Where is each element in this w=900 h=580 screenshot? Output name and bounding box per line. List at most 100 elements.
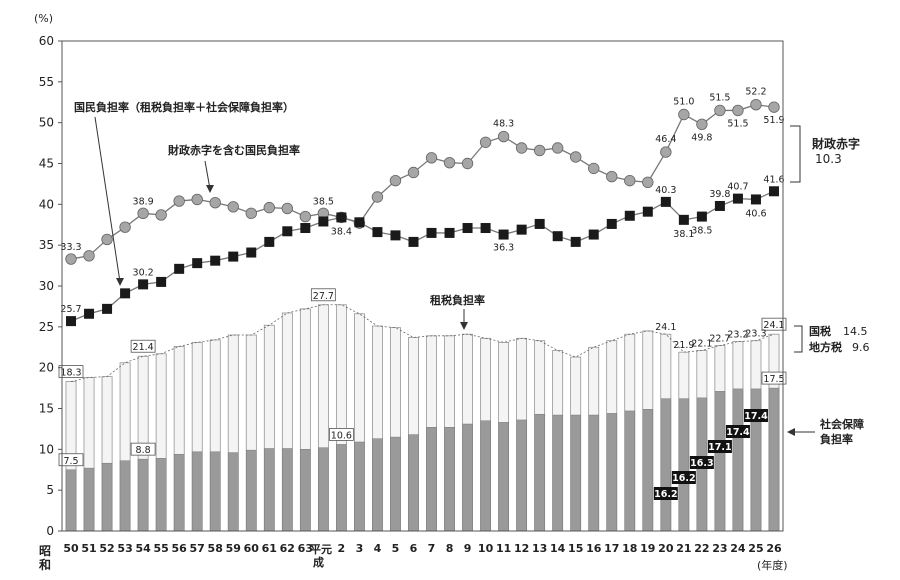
deficit-label: 33.3	[60, 242, 81, 253]
bar-social	[462, 423, 473, 532]
deficit-point	[750, 98, 762, 111]
tax-label: 24.1	[763, 320, 784, 331]
burden-label: 36.3	[493, 243, 514, 254]
burden-point	[156, 276, 167, 287]
deficit-point	[732, 104, 744, 117]
burden-point	[552, 231, 563, 242]
deficit-point	[443, 156, 456, 169]
deficit-point	[263, 201, 275, 214]
tax-label: 21.9	[673, 340, 694, 351]
bar-social	[155, 458, 167, 532]
deficit-point	[209, 196, 221, 209]
bar-social	[480, 420, 491, 532]
era-heisei-2: 成	[313, 555, 324, 569]
deficit-point	[173, 195, 185, 207]
burden-point	[588, 229, 599, 240]
annotation-tax: 租税負担率	[430, 293, 485, 330]
burden-label: 38.5	[691, 226, 712, 237]
deficit-side-label: 財政赤字	[811, 136, 860, 151]
burden-point	[750, 194, 761, 205]
y-tick-label: 50	[39, 116, 54, 130]
tax-label-box	[761, 317, 787, 331]
tax-label-box	[58, 365, 84, 378]
y-tick-label: 30	[39, 279, 54, 293]
deficit-point	[155, 209, 167, 221]
burden-point	[246, 247, 257, 258]
burden-point	[300, 223, 311, 234]
burden-point	[390, 230, 401, 241]
deficit-point	[588, 162, 600, 175]
burden-point	[174, 263, 185, 274]
deficit-point	[191, 193, 203, 206]
social-label-box	[58, 453, 84, 467]
series-lines	[70, 104, 775, 382]
deficit-label: 51.9	[763, 115, 784, 126]
burden-point	[354, 217, 365, 228]
deficit-label: 51.5	[709, 92, 730, 103]
burden-point	[606, 218, 617, 229]
social-label: 10.6	[331, 430, 352, 441]
burden-point	[768, 186, 779, 197]
burden-point	[318, 216, 329, 227]
x-tick-label: 11	[496, 542, 511, 555]
tax-label-box	[310, 288, 336, 302]
data-labels: 33.3 38.9 38.5 48.3 46.4 51.0 49.8 51.5 51.5 52.2…	[58, 87, 787, 500]
bar-social	[318, 447, 329, 532]
bar-social	[137, 458, 149, 532]
deficit-point	[389, 174, 402, 187]
deficit-point	[101, 233, 113, 246]
y-tick-label: 40	[39, 197, 54, 211]
deficit-point	[714, 104, 726, 117]
bar-social	[245, 449, 257, 532]
burden-point	[642, 206, 653, 217]
x-tick-label: 25	[748, 542, 763, 555]
deficit-point	[606, 170, 618, 183]
burden-label: 38.4	[331, 226, 352, 237]
y-tick-label: 10	[39, 442, 54, 456]
social-label-box	[130, 442, 156, 456]
era-heisei-1: 平元	[310, 543, 332, 556]
kokuzei-label: 国税	[809, 324, 831, 338]
x-tick-label: 9	[464, 542, 472, 555]
social-label-dark: 16.2	[672, 473, 695, 484]
tax-label: 27.7	[313, 291, 334, 302]
x-tick-label: 22	[694, 542, 709, 555]
deficit-label: 51.5	[727, 118, 748, 129]
x-tick-label: 60	[244, 542, 260, 555]
y-tick-label: 5	[46, 483, 54, 497]
x-tick-label: 23	[712, 542, 727, 555]
x-tick-label: 63	[298, 542, 313, 555]
y-tick-label: 60	[39, 34, 54, 48]
bar-social	[65, 469, 77, 532]
bar-social	[498, 422, 509, 532]
deficit-point	[660, 146, 672, 158]
deficit-point	[245, 207, 257, 220]
social-label-box-dark	[725, 425, 750, 438]
deficit-point	[299, 210, 312, 223]
annotation-burden-text: 国民負担率（租税負担率＋社会保障負担率）	[74, 100, 294, 114]
deficit-line	[70, 104, 775, 260]
deficit-point	[696, 118, 708, 131]
bar-social	[227, 452, 239, 532]
deficit-point	[65, 253, 77, 265]
social-label-box-dark	[689, 456, 714, 469]
deficit-point	[425, 152, 438, 164]
burden-point	[264, 236, 275, 247]
deficit-point	[570, 151, 582, 163]
deficit-point	[551, 142, 564, 154]
x-tick-label: 14	[550, 542, 566, 555]
burden-point	[138, 279, 149, 290]
annotation-deficit: 財政赤字を含む国民負担率	[167, 143, 300, 193]
deficit-label: 38.5	[313, 196, 334, 207]
x-tick-label: 56	[172, 542, 188, 555]
x-tick-label: 52	[99, 542, 114, 555]
annotation-tax-text: 租税負担率	[430, 293, 485, 307]
annotation-tax-breakdown: 国税 14.5 地方税 9.6	[794, 324, 870, 354]
era-showa-1: 昭	[39, 544, 51, 558]
bar-social	[768, 387, 780, 532]
bar-social	[732, 388, 744, 532]
x-tick-label: 10	[478, 542, 494, 555]
deficit-point	[642, 176, 654, 188]
deficit-point	[533, 144, 546, 157]
x-tick-label: 2	[338, 542, 346, 555]
